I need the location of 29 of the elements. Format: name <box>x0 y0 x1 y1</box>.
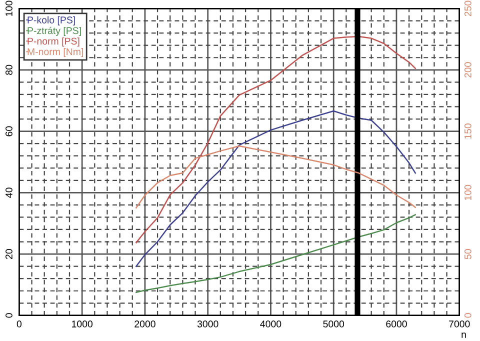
line-series <box>136 214 416 294</box>
y2-tick-label: 200 <box>464 62 472 78</box>
legend-label: P-ztráty [PS] <box>28 26 81 36</box>
x-tick-label: 7000 <box>449 320 470 328</box>
line-series <box>136 145 416 209</box>
x-tick-label: 3000 <box>197 320 218 328</box>
y-tick-label: 20 <box>6 249 12 259</box>
y2-tick-label: 0 <box>464 313 472 318</box>
x-tick-label: 0 <box>16 320 22 328</box>
line-series <box>136 36 416 244</box>
x-axis-title: n <box>462 332 466 338</box>
x-tick-label: 5000 <box>323 320 344 328</box>
x-tick-label: 2000 <box>134 320 156 328</box>
y-tick-label: 0 <box>6 313 12 318</box>
x-tick-label: 6000 <box>386 320 407 328</box>
y-tick-label: 60 <box>6 126 12 136</box>
y2-tick-label: 150 <box>464 124 472 139</box>
legend-label: P-kolo [PS] <box>28 16 75 26</box>
x-tick-label: 4000 <box>260 320 282 328</box>
y2-tick-label: 250 <box>464 0 472 16</box>
line-series <box>136 110 416 267</box>
y-tick-label: 40 <box>6 188 12 198</box>
y-tick-label: 80 <box>6 64 12 75</box>
x-tick-label: 1000 <box>72 320 93 328</box>
y-tick-label: 100 <box>6 0 12 16</box>
legend-label: P-norm [PS] <box>28 37 80 47</box>
y2-tick-label: 100 <box>464 184 472 200</box>
y2-tick-label: 50 <box>464 249 472 260</box>
legend-label: M-norm [Nm] <box>28 48 83 58</box>
